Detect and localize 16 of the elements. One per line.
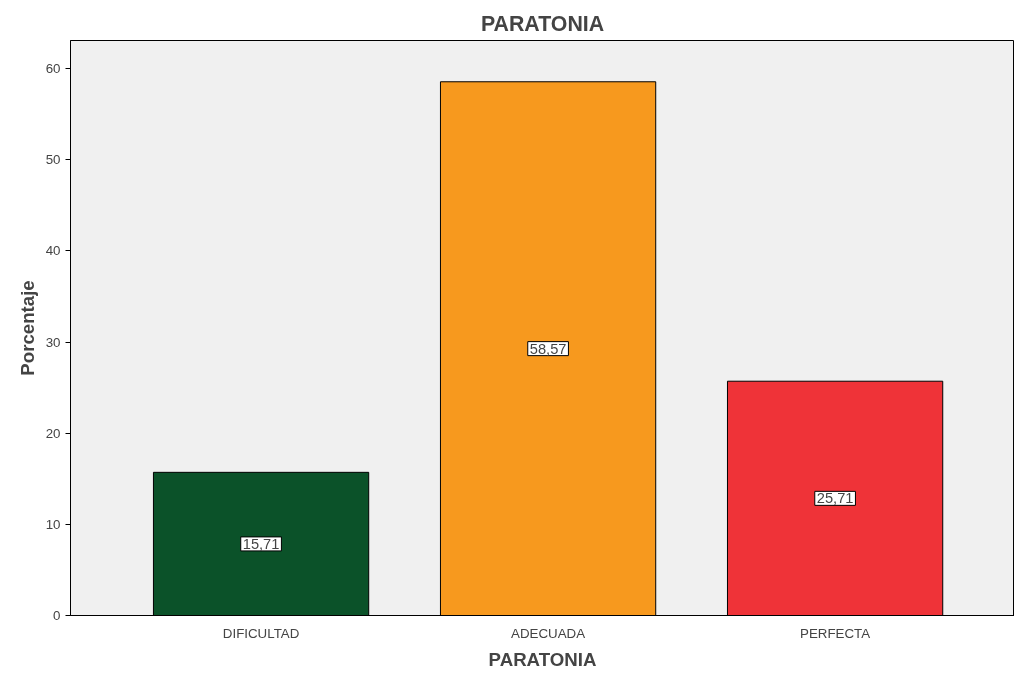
- y-tick-label: 60: [45, 61, 61, 77]
- chart-title: PARATONIA: [480, 11, 605, 36]
- x-tick-label: PERFECTA: [800, 625, 871, 641]
- y-tick-label: 40: [45, 243, 61, 259]
- y-tick-label: 0: [53, 608, 61, 623]
- y-tick-label: 10: [45, 516, 61, 532]
- y-axis-title: Porcentaje: [16, 280, 38, 376]
- data-label: 15,71: [242, 535, 280, 552]
- y-tick-label: 50: [45, 152, 61, 168]
- data-label: 25,71: [816, 490, 854, 507]
- data-label: 58,57: [529, 340, 567, 357]
- y-tick-label: 30: [45, 334, 61, 350]
- x-tick-label: ADECUADA: [511, 625, 586, 641]
- x-axis-title: PARATONIA: [488, 648, 597, 670]
- x-tick-label: DIFICULTAD: [222, 625, 300, 641]
- y-tick-label: 20: [45, 425, 61, 441]
